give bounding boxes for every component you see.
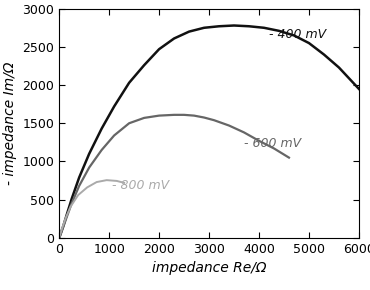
Text: - 600 mV: - 600 mV [244,137,301,150]
Text: - 400 mV: - 400 mV [269,28,326,41]
Y-axis label: - impedance Im/Ω: - impedance Im/Ω [3,61,17,185]
X-axis label: impedance Re/Ω: impedance Re/Ω [152,261,266,275]
Text: - 800 mV: - 800 mV [112,179,169,192]
